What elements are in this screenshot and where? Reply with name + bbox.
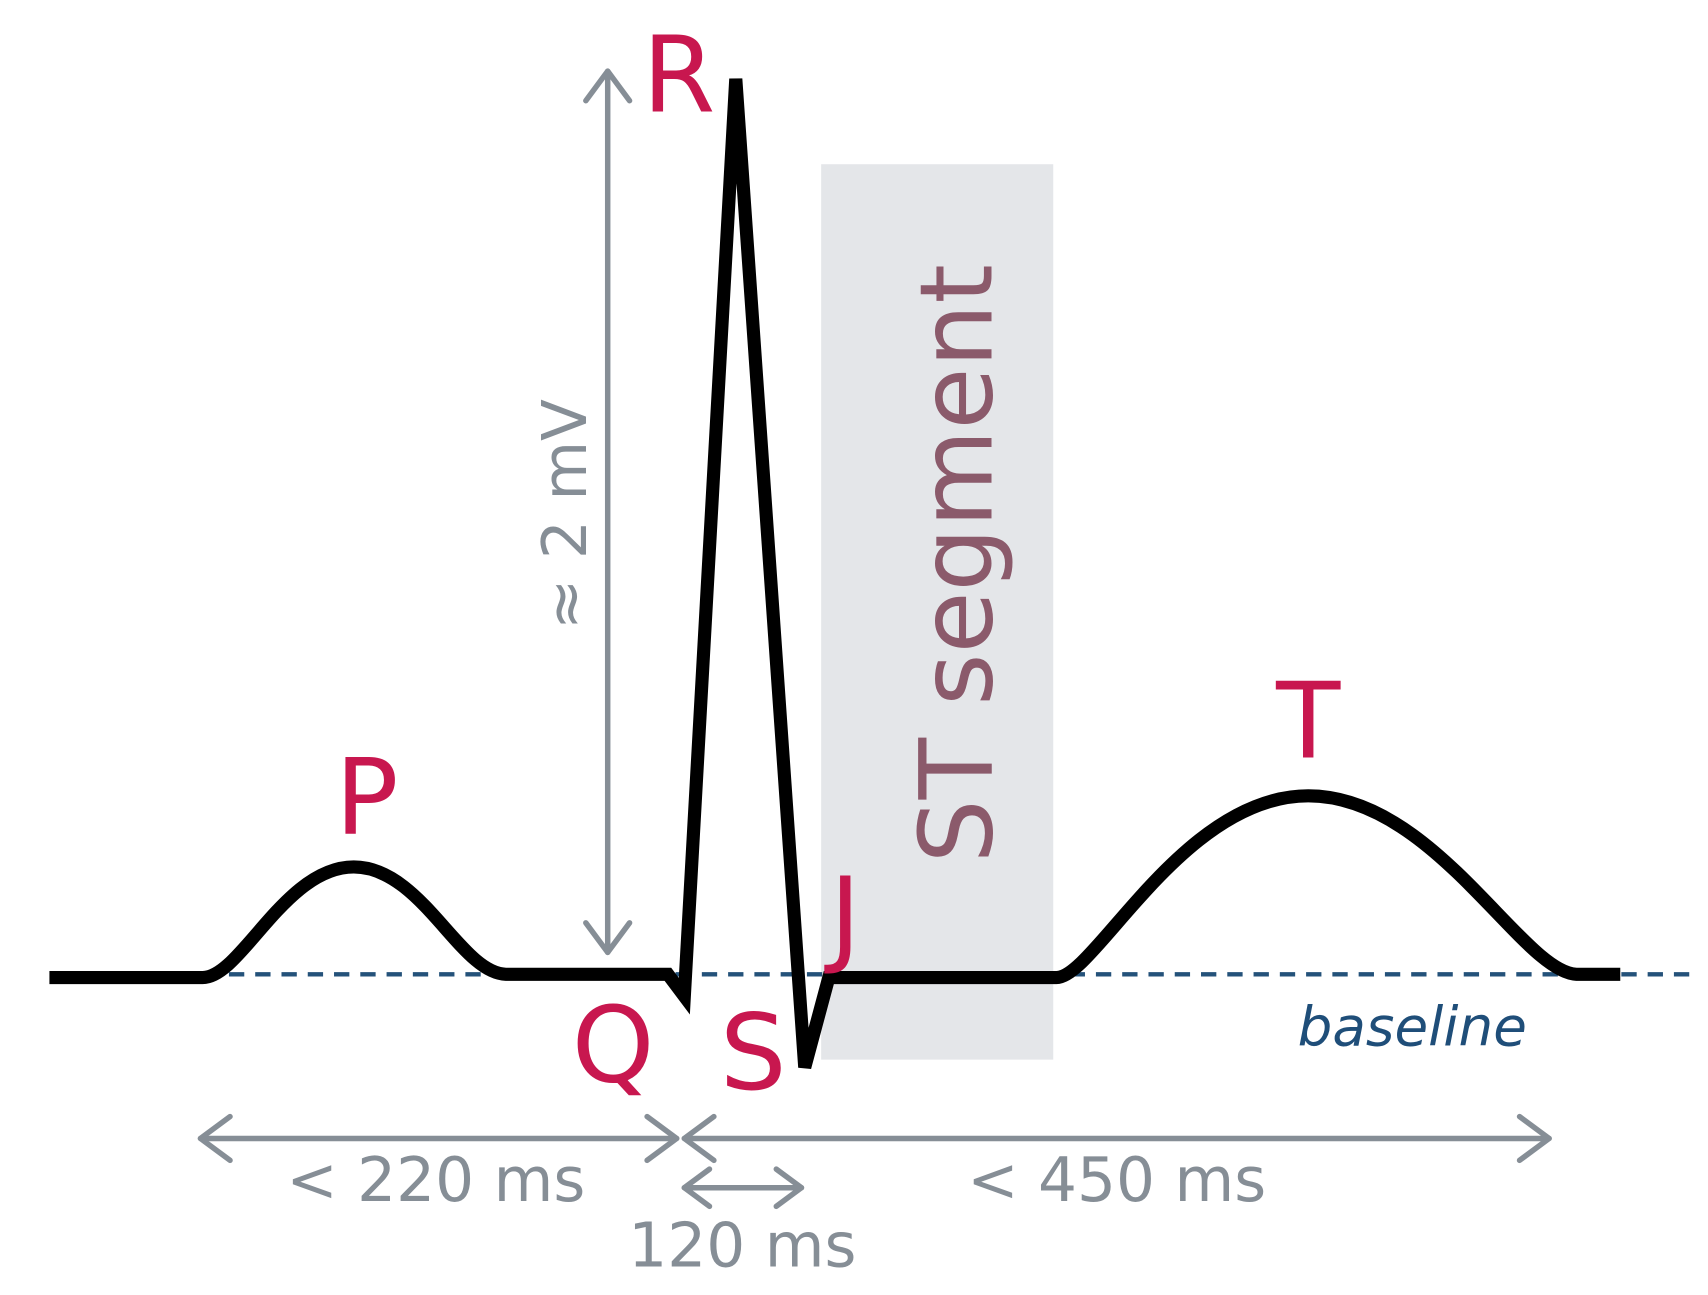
qt-label: < 450 ms — [967, 1145, 1266, 1216]
amplitude-label: ≈ 2 mV — [530, 399, 601, 630]
qrs-label: 120 ms — [628, 1211, 856, 1282]
s-label: S — [720, 991, 787, 1114]
q-label: Q — [572, 984, 655, 1107]
pr-label: < 220 ms — [286, 1145, 585, 1216]
amplitude-arrow — [583, 68, 633, 956]
qt-arrow — [681, 1113, 1552, 1164]
pr-arrow — [197, 1113, 680, 1164]
baseline-label: baseline — [1298, 994, 1527, 1058]
ecg-trace — [49, 78, 1621, 1070]
r-label: R — [642, 14, 715, 137]
st-segment-area — [821, 164, 1054, 1060]
st-segment-label: ST segment — [898, 264, 1015, 863]
j-label: J — [824, 854, 861, 977]
p-label: P — [335, 736, 398, 859]
t-label: T — [1275, 660, 1341, 783]
qrs-arrow — [681, 1166, 805, 1210]
